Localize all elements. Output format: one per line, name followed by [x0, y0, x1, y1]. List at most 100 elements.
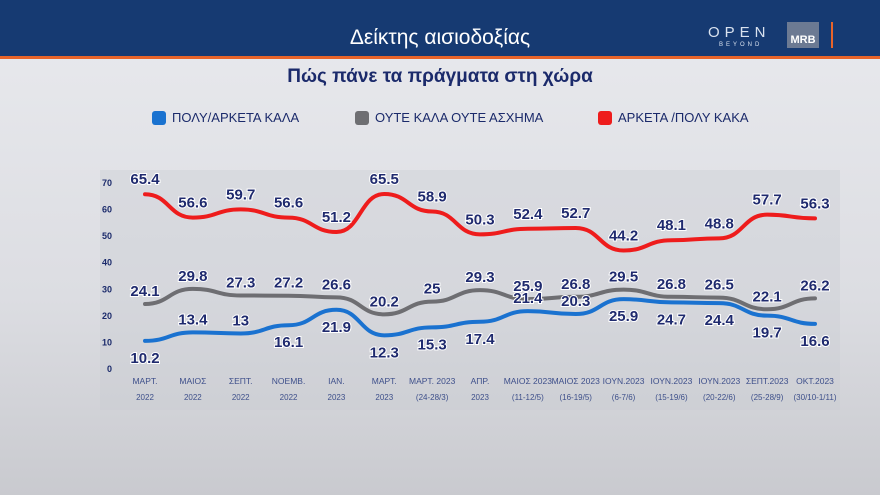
x-tick-label: ΜΑΡΤ. 2023 — [409, 376, 456, 386]
data-label: 29.3 — [465, 269, 494, 286]
data-label: 48.8 — [705, 215, 734, 232]
data-label: 52.4 — [513, 206, 543, 223]
header-bar — [0, 0, 880, 59]
data-label: 10.2 — [130, 350, 159, 367]
data-label: 15.3 — [418, 336, 447, 353]
x-tick-label: ΜΑΙΟΣ 2023 — [504, 376, 553, 386]
legend-label: ΑΡΚΕΤΑ /ΠΟΛΥ ΚΑΚΑ — [618, 110, 749, 125]
data-label: 20.2 — [370, 293, 399, 310]
legend-item-neutral: ΟΥΤΕ ΚΑΛΑ ΟΥΤΕ ΑΣΧΗΜΑ — [355, 110, 543, 125]
data-label: 24.7 — [657, 311, 686, 328]
x-tick-label: ΜΑΡΤ. — [132, 376, 157, 386]
series-line — [143, 297, 817, 343]
data-label: 24.4 — [705, 312, 735, 329]
x-tick-label: (24-28/3) — [416, 393, 449, 402]
data-label: 57.7 — [753, 192, 782, 209]
x-tick-label: ΜΑΡΤ. — [372, 376, 397, 386]
data-label: 13 — [232, 312, 249, 329]
data-label: 16.6 — [800, 333, 829, 350]
x-tick-label: ΑΠΡ. — [471, 376, 490, 386]
legend-swatch — [598, 110, 612, 125]
x-tick-label: 2023 — [471, 393, 489, 402]
data-label: 48.1 — [657, 217, 686, 234]
series-line — [143, 286, 817, 317]
x-tick-label: (20-22/6) — [703, 393, 736, 402]
data-label: 56.3 — [800, 195, 829, 212]
data-label: 26.5 — [705, 277, 734, 294]
legend-swatch — [152, 110, 166, 125]
beyond-logo-text: BEYOND — [719, 42, 763, 48]
data-label: 17.4 — [465, 331, 495, 348]
data-label: 25.9 — [609, 308, 638, 325]
x-tick-label: 2023 — [328, 393, 346, 402]
series-line — [143, 191, 817, 253]
data-label: 65.5 — [370, 171, 399, 188]
page-title: Δείκτης αισιοδοξίας — [349, 26, 531, 49]
data-label: 21.4 — [513, 290, 543, 307]
data-label: 25 — [424, 281, 441, 298]
x-tick-label: (11-12/5) — [512, 393, 544, 402]
x-tick-label: 2022 — [232, 393, 250, 402]
x-tick-label: ΙΑΝ. — [328, 376, 345, 386]
y-tick-label: 10 — [102, 337, 112, 347]
legend-label: ΠΟΛΥ/ΑΡΚΕΤΑ ΚΑΛΑ — [172, 110, 300, 125]
data-label: 51.2 — [322, 209, 351, 226]
legend-item-good: ΠΟΛΥ/ΑΡΚΕΤΑ ΚΑΛΑ — [152, 110, 299, 125]
x-tick-label: (25-28/9) — [751, 393, 784, 402]
mrb-logo: MRB — [787, 22, 819, 48]
y-tick-label: 20 — [102, 311, 112, 321]
data-label: 59.7 — [226, 186, 255, 203]
x-tick-label: 2022 — [136, 393, 154, 402]
legend-label: ΟΥΤΕ ΚΑΛΑ ΟΥΤΕ ΑΣΧΗΜΑ — [375, 110, 544, 125]
x-tick-label: ΟΚΤ.2023 — [796, 376, 834, 386]
data-label: 12.3 — [370, 344, 399, 361]
data-label: 56.6 — [178, 195, 207, 212]
data-label: 65.4 — [130, 171, 160, 188]
data-label: 29.8 — [178, 268, 207, 285]
y-tick-label: 50 — [102, 231, 112, 241]
data-label: 26.6 — [322, 276, 351, 293]
x-tick-label: ΙΟΥΝ.2023 — [603, 376, 645, 386]
x-tick-label: ΙΟΥΝ.2023 — [698, 376, 740, 386]
y-tick-label: 0 — [107, 364, 112, 374]
data-label: 27.3 — [226, 274, 255, 291]
x-tick-label: ΜΑΙΟΣ — [179, 376, 206, 386]
data-label: 58.9 — [418, 188, 447, 205]
chart-subtitle: Πώς πάνε τα πράγματα στη χώρα — [287, 66, 593, 87]
data-label: 19.7 — [753, 325, 782, 342]
x-tick-label: (6-7/6) — [612, 393, 636, 402]
data-label: 24.1 — [130, 283, 159, 300]
divider — [831, 22, 833, 48]
x-tick-label: 2022 — [184, 393, 202, 402]
data-label: 16.1 — [274, 334, 303, 351]
data-label: 29.5 — [609, 269, 638, 286]
x-tick-label: (30/10-1/11) — [794, 393, 837, 402]
x-tick-label: ΝΟΕΜΒ. — [272, 376, 306, 386]
data-label: 13.4 — [178, 311, 208, 328]
data-label: 25.9 — [513, 278, 542, 295]
y-tick-label: 30 — [102, 284, 112, 294]
legend-item-bad: ΑΡΚΕΤΑ /ΠΟΛΥ ΚΑΚΑ — [598, 110, 749, 125]
x-tick-label: (16-19/5) — [559, 393, 592, 402]
y-tick-label: 40 — [102, 258, 112, 268]
x-tick-label: ΣΕΠΤ.2023 — [746, 376, 789, 386]
data-label: 56.6 — [274, 195, 303, 212]
y-tick-label: 60 — [102, 205, 112, 215]
data-label: 26.8 — [561, 276, 590, 293]
data-label: 27.2 — [274, 275, 303, 292]
x-tick-label: 2023 — [375, 393, 393, 402]
x-tick-label: ΙΟΥΝ.2023 — [651, 376, 693, 386]
y-tick-label: 70 — [102, 178, 112, 188]
data-label: 50.3 — [465, 211, 494, 228]
data-label: 44.2 — [609, 228, 638, 245]
data-label: 21.9 — [322, 319, 351, 336]
open-logo: OPEN — [708, 24, 771, 41]
x-tick-label: ΣΕΠΤ. — [229, 376, 253, 386]
x-tick-label: ΜΑΙΟΣ 2023 — [552, 376, 601, 386]
data-label: 20.3 — [561, 293, 590, 310]
data-label: 26.2 — [800, 277, 829, 294]
data-label: 52.7 — [561, 205, 590, 222]
x-tick-label: (15-19/6) — [655, 393, 688, 402]
data-label: 22.1 — [753, 288, 782, 305]
